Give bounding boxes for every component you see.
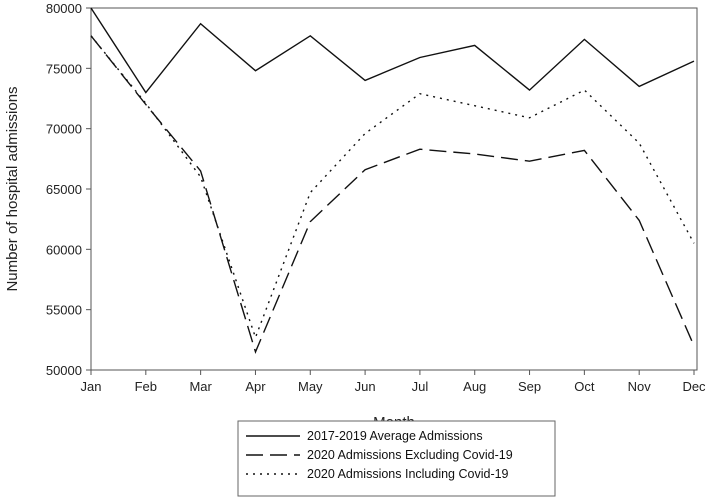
legend: 2017-2019 Average Admissions 2020 Admissi…	[237, 420, 556, 497]
y-tick-label: 65000	[46, 182, 82, 197]
series-line-2	[90, 35, 695, 354]
legend-label: 2017-2019 Average Admissions	[307, 429, 483, 443]
x-tick-label: Apr	[245, 379, 266, 394]
y-tick-label: 60000	[46, 242, 82, 257]
legend-box	[237, 420, 556, 497]
x-tick-label: Aug	[463, 379, 486, 394]
y-tick-label: 80000	[46, 1, 82, 16]
x-tick-label: Jan	[81, 379, 102, 394]
x-tick-label: Mar	[189, 379, 212, 394]
x-tick-label: Jun	[355, 379, 376, 394]
y-tick-label: 70000	[46, 122, 82, 137]
y-axis: 50000 55000 60000 65000 70000 75000 80000	[46, 1, 91, 378]
y-axis-title: Number of hospital admissions	[4, 86, 21, 291]
x-axis: Jan Feb Mar Apr May Jun Jul Aug Sep Oct Nov Dec	[81, 370, 706, 394]
x-tick-label: Nov	[628, 379, 652, 394]
y-tick-label: 75000	[46, 61, 82, 76]
x-tick-label: Feb	[135, 379, 157, 394]
legend-label: 2020 Admissions Excluding Covid-19	[307, 448, 513, 462]
x-tick-label: Sep	[518, 379, 541, 394]
series-line-1	[90, 7, 695, 94]
series-line-3	[90, 35, 695, 340]
legend-label: 2020 Admissions Including Covid-19	[307, 467, 509, 481]
plot-area	[90, 7, 698, 371]
y-tick-label: 50000	[46, 363, 82, 378]
y-tick-label: 55000	[46, 303, 82, 318]
x-tick-label: Dec	[682, 379, 706, 394]
x-tick-label: Jul	[412, 379, 429, 394]
x-tick-label: May	[298, 379, 323, 394]
series-lines	[90, 7, 695, 354]
x-tick-label: Oct	[574, 379, 595, 394]
